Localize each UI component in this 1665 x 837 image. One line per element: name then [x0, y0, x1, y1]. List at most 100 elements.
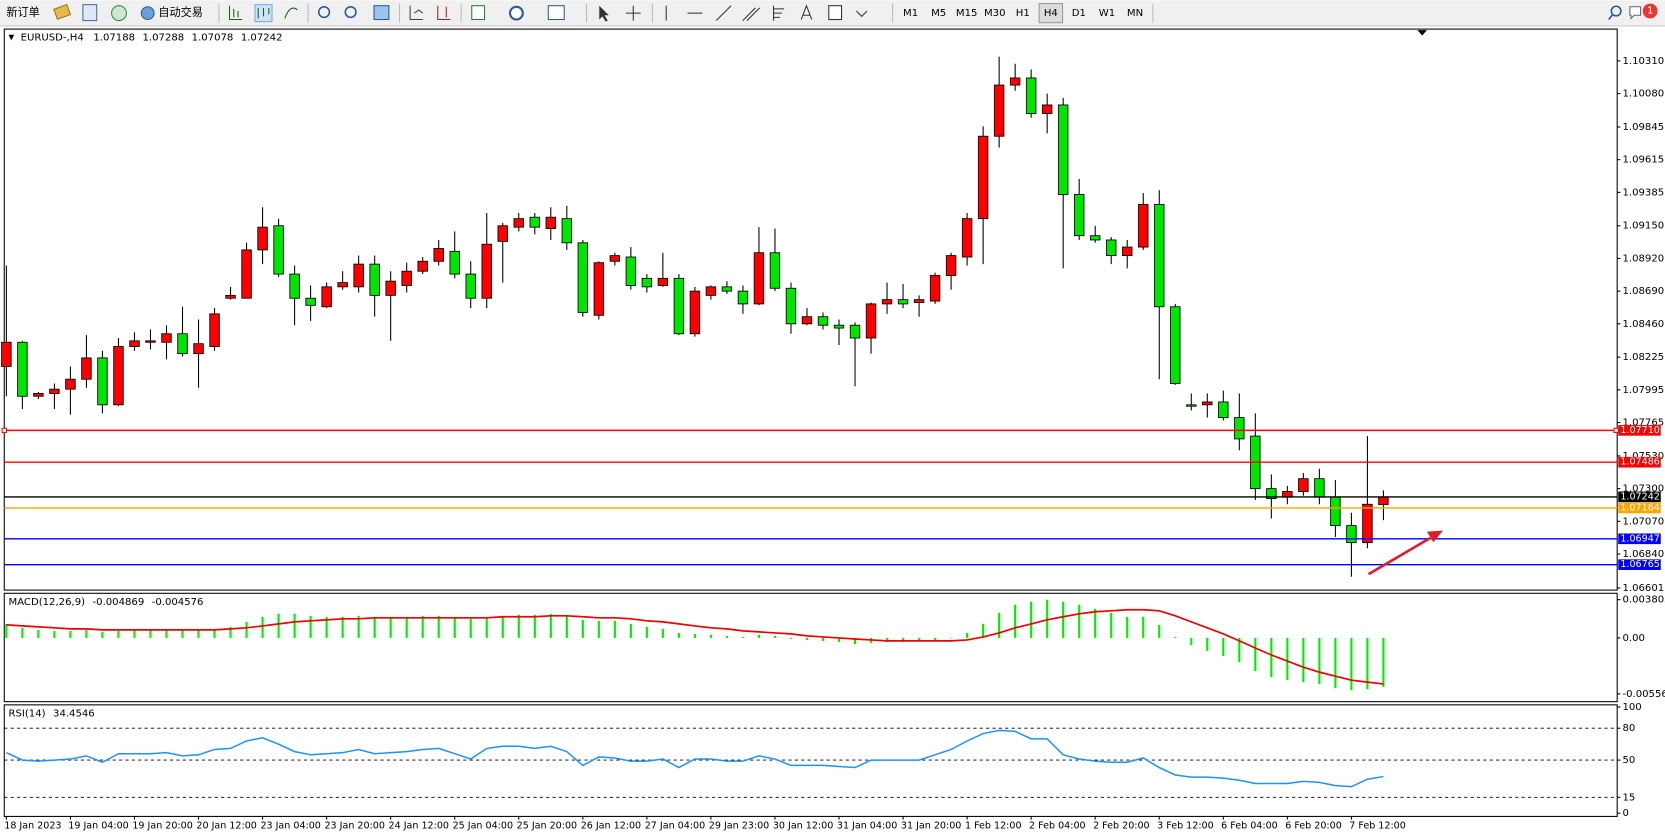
- x-tick-label: 7 Feb 12:00: [1349, 820, 1406, 831]
- open-value: 1.07188: [93, 33, 135, 44]
- candle-body: [353, 263, 364, 288]
- x-tick-label: 27 Jan 04:00: [645, 820, 705, 831]
- macd-bar: [789, 637, 793, 639]
- icon[interactable]: [228, 5, 243, 21]
- candle-body: [497, 225, 508, 242]
- macd-bar: [469, 618, 472, 638]
- timeframe-button[interactable]: W1: [1099, 8, 1115, 19]
- timeframe-button[interactable]: M30: [984, 8, 1006, 19]
- rsi-line: [6, 729, 1384, 788]
- macd-bar: [1350, 637, 1353, 691]
- macd-bar: [181, 629, 184, 638]
- candle-body: [417, 260, 428, 272]
- candle-body: [1362, 503, 1373, 544]
- notification-badge[interactable]: [1642, 3, 1658, 19]
- candle-body: [961, 218, 973, 258]
- indicators[interactable]: [471, 5, 486, 21]
- timeframe-button[interactable]: M15: [956, 8, 978, 19]
- candle-body: [673, 277, 685, 335]
- macd-bar: [1302, 637, 1305, 683]
- tile-windows[interactable]: [373, 5, 390, 21]
- y-tick-label: 1.09845: [1622, 122, 1664, 133]
- timeframe-button[interactable]: M1: [903, 8, 918, 19]
- timeframe-button[interactable]: H1: [1016, 8, 1030, 19]
- icon[interactable]: [111, 5, 127, 22]
- x-tick-label: 23 Jan 20:00: [324, 820, 384, 831]
- chart-layer: 1.10310 1.10080 1.09845 1.09615 1.09385 1.091…: [1, 56, 1665, 831]
- macd-bar: [213, 628, 216, 638]
- y-tick-label: 15: [1622, 792, 1635, 803]
- macd-bar: [853, 637, 857, 644]
- candle-body: [401, 270, 412, 286]
- x-tick-label: 23 Jan 04:00: [260, 820, 320, 831]
- candle-body: [1170, 306, 1181, 384]
- macd-bar: [1030, 601, 1033, 638]
- candle-body: [1202, 401, 1213, 406]
- x-tick-label: 20 Jan 12:00: [196, 820, 256, 831]
- candle-body: [1138, 204, 1149, 248]
- macd-bar: [1334, 637, 1337, 689]
- macd-bar: [149, 629, 152, 638]
- macd-bar: [517, 614, 520, 638]
- signal-value: -0.004576: [152, 597, 204, 608]
- macd-bar: [485, 616, 488, 638]
- candle-body: [369, 263, 380, 296]
- label-tool[interactable]: [828, 5, 843, 21]
- signal-line: [6, 608, 1384, 685]
- search-button[interactable]: [1610, 5, 1622, 17]
- notification-count: 1: [1647, 6, 1653, 17]
- periods[interactable]: [508, 5, 524, 21]
- auto-trading-button[interactable]: 自动交易: [140, 5, 203, 21]
- fibo-tool[interactable]: [772, 5, 785, 21]
- level-handle: [1613, 427, 1619, 434]
- y-tick-label: 80: [1622, 723, 1635, 734]
- macd-bar: [405, 616, 408, 638]
- candle-body: [1186, 404, 1197, 407]
- trendline-tool[interactable]: [715, 5, 732, 21]
- macd-bar: [5, 623, 8, 638]
- x-tick-label: 25 Jan 04:00: [453, 820, 513, 831]
- macd-bar: [1014, 604, 1017, 638]
- macd-bar: [325, 616, 328, 638]
- icon[interactable]: [284, 7, 298, 19]
- timeframe-button[interactable]: D1: [1072, 8, 1086, 19]
- templates[interactable]: [547, 5, 565, 21]
- indicator-name: MACD(12,26,9): [9, 597, 86, 608]
- icon[interactable]: [437, 5, 451, 21]
- macd-bar: [549, 613, 552, 638]
- chat-button[interactable]: [1629, 6, 1642, 20]
- macd-bar: [117, 630, 120, 638]
- arrows-tool[interactable]: [856, 10, 868, 18]
- candle-body: [577, 242, 589, 313]
- y-tick-label: 1.08920: [1622, 253, 1664, 264]
- candle-body: [913, 299, 925, 303]
- timeframe-button[interactable]: H4: [1044, 8, 1058, 19]
- x-tick-label: 18 Jan 2023: [4, 820, 61, 831]
- timeframe-button[interactable]: M5: [931, 8, 946, 19]
- macd-bar: [1222, 637, 1225, 657]
- macd-bar: [533, 614, 536, 638]
- y-tick-label: 1.07530: [1622, 451, 1664, 462]
- arrow-annotation[interactable]: [1367, 530, 1443, 576]
- icon[interactable]: [53, 3, 72, 20]
- y-tick-label: 1.06840: [1622, 549, 1664, 560]
- y-tick-label: 1.09150: [1622, 221, 1664, 232]
- channel-tool[interactable]: [742, 7, 761, 21]
- icon[interactable]: [409, 5, 424, 21]
- zoom-in[interactable]: [317, 5, 331, 19]
- candle-body: [1041, 104, 1053, 114]
- text-tool[interactable]: [800, 4, 813, 20]
- macd-bar: [901, 637, 905, 642]
- macd-bar: [1366, 637, 1369, 690]
- candle-body: [481, 243, 492, 299]
- candle-body: [1234, 417, 1245, 440]
- zoom-out[interactable]: [344, 5, 357, 19]
- icon[interactable]: [82, 4, 98, 22]
- crosshair-tool[interactable]: [625, 5, 641, 21]
- cursor-tool[interactable]: [599, 5, 609, 22]
- candle-body: [529, 216, 540, 228]
- macd-bar: [950, 637, 953, 639]
- new-order-button[interactable]: 新订单: [6, 5, 39, 19]
- candle-body: [193, 343, 204, 355]
- timeframe-button[interactable]: MN: [1127, 8, 1143, 19]
